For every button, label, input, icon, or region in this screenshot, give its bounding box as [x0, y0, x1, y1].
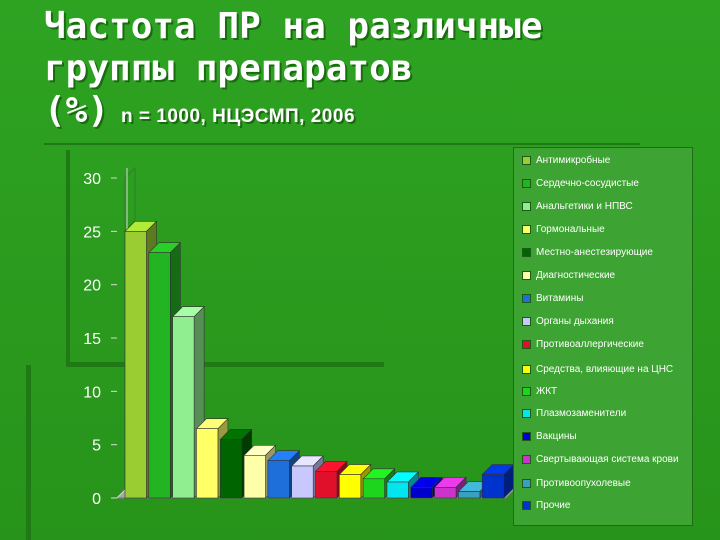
title-unit: (%) — [44, 90, 110, 131]
legend-label: Противоопухолевые — [536, 478, 631, 489]
legend-swatch — [522, 156, 531, 165]
decorative-bar — [26, 365, 31, 540]
legend-item: Средства, влияющие на ЦНС — [522, 364, 691, 375]
bar — [267, 460, 290, 499]
bar — [481, 474, 504, 499]
legend-swatch — [522, 479, 531, 488]
legend-item: Диагностические — [522, 270, 691, 281]
legend-label: Местно-анестезирующие — [536, 247, 653, 258]
bar — [434, 487, 457, 499]
y-tick-label: 10 — [83, 384, 101, 401]
legend-label: Средства, влияющие на ЦНС — [536, 364, 674, 375]
bar — [196, 428, 219, 499]
bar — [219, 439, 243, 499]
legend-item: Плазмозаменители — [522, 408, 691, 419]
bar — [148, 252, 171, 499]
bar — [172, 316, 195, 499]
legend-swatch — [522, 271, 531, 280]
legend-item: Противоопухолевые — [522, 478, 691, 489]
legend-swatch — [522, 365, 531, 374]
y-tick-label: 25 — [83, 224, 101, 241]
legend-item: Антимикробные — [522, 155, 691, 166]
legend-label: Гормональные — [536, 224, 605, 235]
legend-swatch — [522, 340, 531, 349]
legend-item: Свертывающая система крови — [522, 454, 691, 465]
slide-title: Частота ПР на различные группы препарато… — [44, 6, 704, 138]
legend-label: Свертывающая система крови — [536, 454, 679, 465]
legend-swatch — [522, 202, 531, 211]
bar — [243, 455, 266, 499]
title-subtitle: n = 1000, НЦЭСМП, 2006 — [121, 106, 356, 127]
legend-item: Прочие — [522, 500, 691, 511]
title-line-2: группы препаратов — [44, 48, 413, 89]
title-underline — [44, 143, 640, 145]
legend-swatch — [522, 225, 531, 234]
title-line-3: (%) n = 1000, НЦЭСМП, 2006 — [44, 90, 704, 138]
legend-item: Органы дыхания — [522, 316, 691, 327]
legend-label: Плазмозаменители — [536, 408, 627, 419]
y-tick-label: 30 — [83, 171, 101, 188]
legend-item: Противоаллергические — [522, 339, 691, 350]
legend-label: Органы дыхания — [536, 316, 614, 327]
legend-swatch — [522, 179, 531, 188]
legend-label: Антимикробные — [536, 155, 611, 166]
legend-swatch — [522, 432, 531, 441]
legend-label: Анальгетики и НПВС — [536, 201, 633, 212]
legend-label: Диагностические — [536, 270, 616, 281]
legend-swatch — [522, 294, 531, 303]
legend-label: Сердечно-сосудистые — [536, 178, 639, 189]
legend-item: Витамины — [522, 293, 691, 304]
legend-item: Местно-анестезирующие — [522, 247, 691, 258]
legend-swatch — [522, 501, 531, 510]
bar — [315, 471, 338, 499]
y-tick-label: 5 — [92, 438, 101, 455]
legend-swatch — [522, 409, 531, 418]
bar — [458, 491, 481, 499]
bar — [362, 478, 385, 499]
legend-item: ЖКТ — [522, 386, 691, 397]
legend-item: Анальгетики и НПВС — [522, 201, 691, 212]
legend-label: Витамины — [536, 293, 584, 304]
legend-label: ЖКТ — [536, 386, 558, 397]
bar — [124, 231, 147, 499]
y-tick-label: 0 — [92, 491, 101, 508]
decorative-bar — [66, 362, 384, 367]
legend-item: Сердечно-сосудистые — [522, 178, 691, 189]
y-tick-label: 15 — [83, 331, 101, 348]
bar — [291, 465, 314, 499]
decorative-bar — [66, 150, 70, 365]
legend-swatch — [522, 455, 531, 464]
bar — [339, 474, 362, 499]
legend-swatch — [522, 248, 531, 257]
legend-item: Вакцины — [522, 431, 691, 442]
bar — [410, 487, 433, 499]
legend-label: Противоаллергические — [536, 339, 644, 350]
legend-item: Гормональные — [522, 224, 691, 235]
legend-swatch — [522, 387, 531, 396]
title-line-1: Частота ПР на различные — [44, 6, 543, 47]
legend-label: Прочие — [536, 500, 571, 511]
chart-legend: Антимикробные Сердечно-сосудистые Анальгет… — [513, 147, 693, 526]
bar — [386, 481, 409, 499]
y-tick-label: 20 — [83, 278, 101, 295]
legend-label: Вакцины — [536, 431, 577, 442]
legend-swatch — [522, 317, 531, 326]
